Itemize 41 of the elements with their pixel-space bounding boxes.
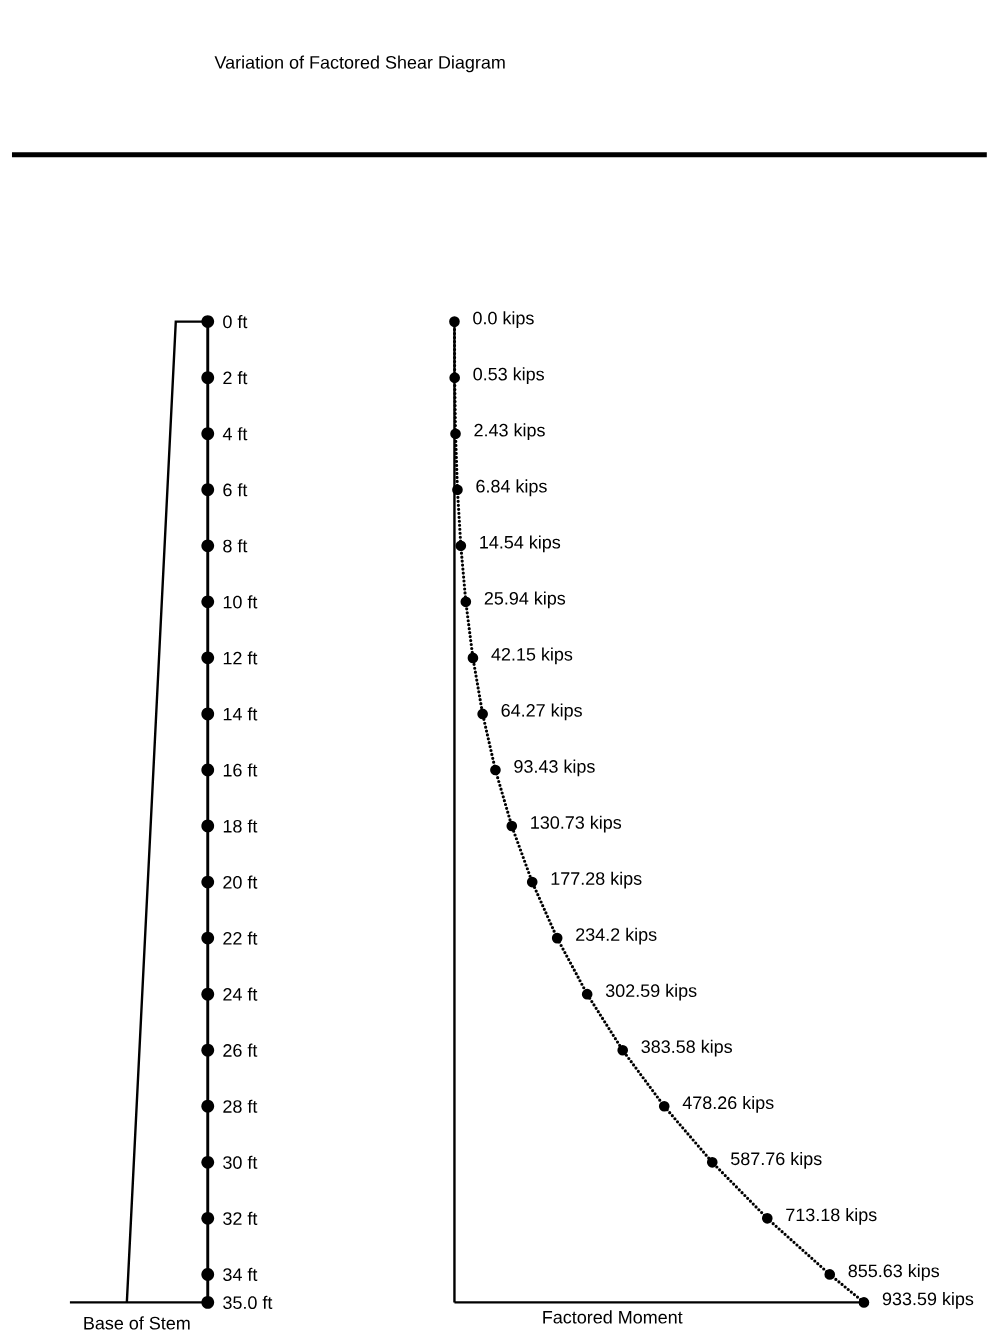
data-label: 177.28 kips: [551, 871, 642, 889]
data-label: 2.43 kips: [474, 423, 545, 441]
y-tick-label: 30 ft: [223, 1155, 258, 1169]
data-label: 234.2 kips: [576, 927, 657, 945]
data-label: 933.59 kips: [882, 1292, 974, 1309]
data-label: 93.43 kips: [514, 759, 595, 777]
data-label: 587.76 kips: [731, 1151, 822, 1169]
data-label: 14.54 kips: [480, 535, 561, 553]
data-label: 383.58 kips: [641, 1039, 733, 1057]
text: Base of Stem: [84, 1316, 190, 1330]
y-tick-label: 14 ft: [223, 707, 258, 721]
y-tick-label: 6 ft: [223, 483, 248, 497]
y-tick-label: 12 ft: [223, 651, 258, 665]
data-label: 6.84 kips: [476, 479, 547, 497]
data-label: 64.27 kips: [501, 703, 583, 721]
data-label: 130.73 kips: [531, 815, 622, 833]
data-label: 302.59 kips: [606, 983, 697, 1001]
y-tick-label: 35.0 ft: [223, 1295, 273, 1310]
y-tick-label: 34 ft: [223, 1267, 258, 1281]
data-label: 0.53 kips: [473, 367, 545, 385]
data-label: 855.63 kips: [848, 1264, 940, 1281]
data-label: 25.94 kips: [484, 591, 566, 609]
y-tick-label: 26 ft: [223, 1043, 258, 1057]
y-tick-label: 2 ft: [223, 371, 248, 385]
y-tick-label: 8 ft: [223, 539, 248, 553]
y-tick-label: 10 ft: [223, 595, 258, 609]
y-tick-label: 32 ft: [223, 1211, 258, 1225]
data-label: 42.15 kips: [491, 647, 573, 665]
y-tick-label: 18 ft: [223, 819, 258, 833]
y-tick-label: 16 ft: [223, 763, 258, 777]
x-axis-title: Factored Moment: [543, 1310, 683, 1324]
y-tick-label: 22 ft: [223, 931, 258, 945]
y-tick-label: 4 ft: [222, 427, 248, 441]
data-label: 478.26 kips: [682, 1095, 774, 1113]
chart-title: Variation of Factored Shear Diagram: [214, 55, 505, 73]
y-tick-label: 28 ft: [223, 1099, 258, 1113]
data-label: 713.18 kips: [786, 1207, 877, 1225]
data-label: 0.0 kips: [473, 311, 534, 328]
y-tick-label: 20 ft: [223, 875, 258, 889]
y-tick-label: 0 ft: [223, 315, 248, 329]
y-tick-label: 24 ft: [223, 987, 258, 1001]
